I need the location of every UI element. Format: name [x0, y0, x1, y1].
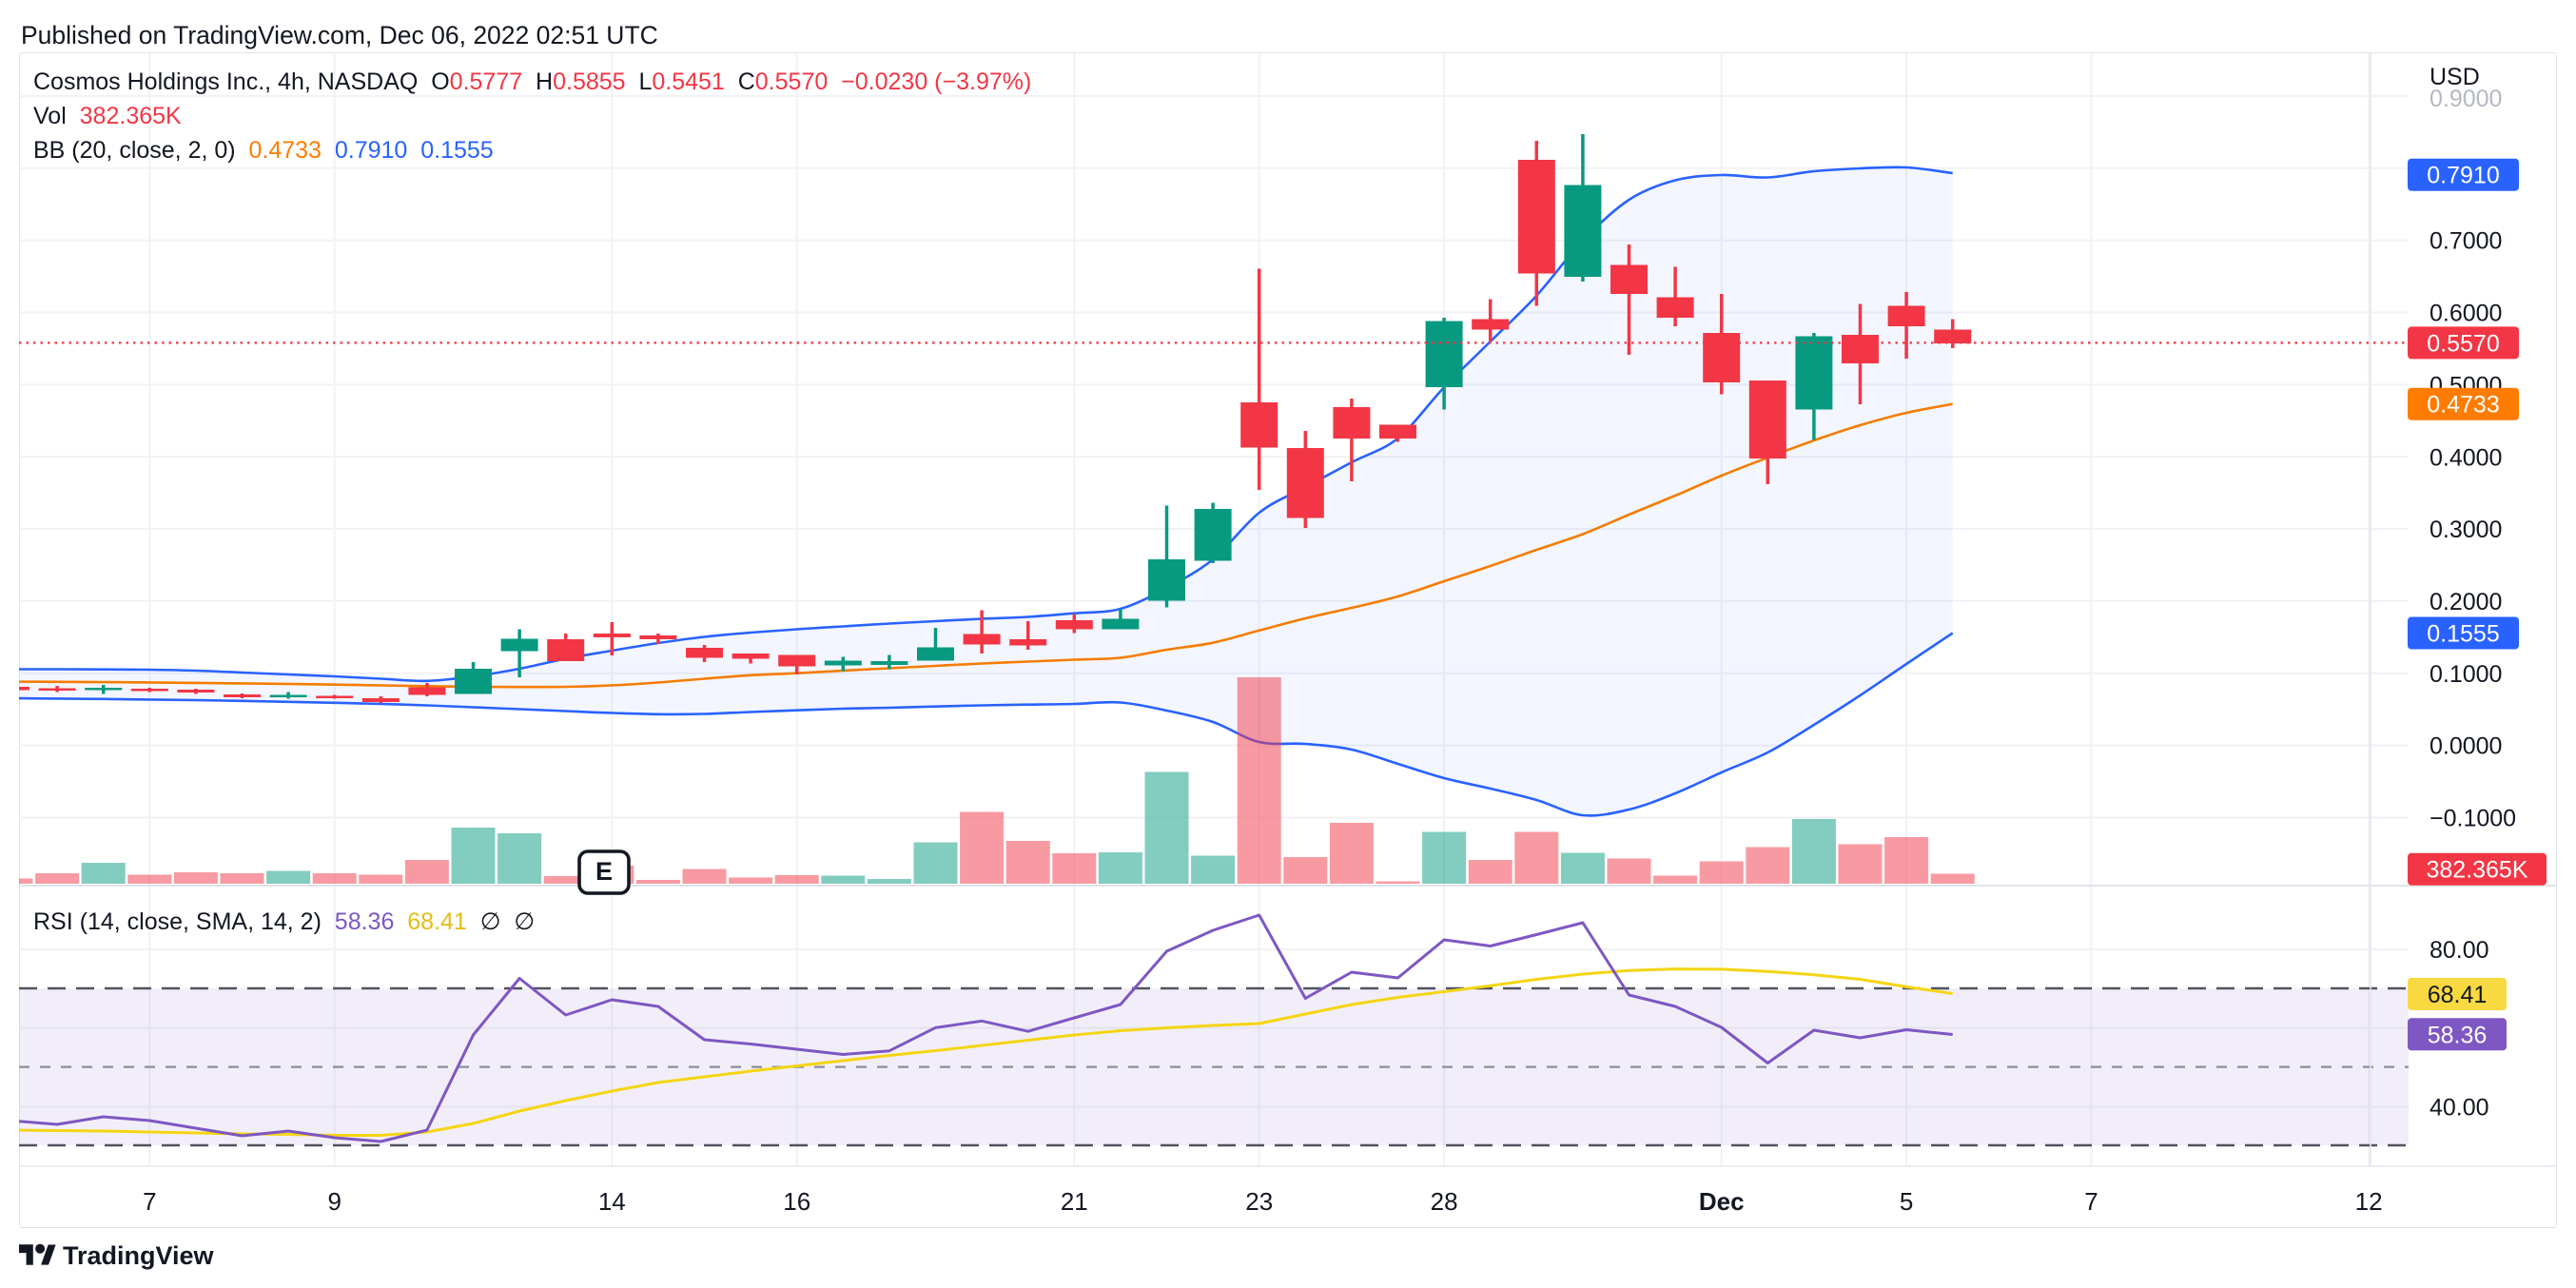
svg-text:9: 9 [327, 1187, 341, 1216]
svg-text:58.36: 58.36 [2428, 1022, 2488, 1048]
svg-text:28: 28 [1431, 1187, 1458, 1216]
svg-text:23: 23 [1245, 1187, 1273, 1216]
svg-text:0.9000: 0.9000 [2430, 86, 2502, 112]
svg-text:382.365K: 382.365K [2426, 857, 2527, 884]
svg-text:USD: USD [2430, 64, 2480, 90]
svg-text:21: 21 [1061, 1187, 1088, 1216]
svg-text:0.7910: 0.7910 [2427, 163, 2499, 189]
svg-text:−0.1000: −0.1000 [2430, 806, 2516, 832]
svg-text:80.00: 80.00 [2430, 937, 2489, 964]
svg-text:0.6000: 0.6000 [2430, 301, 2502, 327]
svg-text:40.00: 40.00 [2430, 1095, 2489, 1122]
svg-text:0.4733: 0.4733 [2427, 392, 2499, 419]
svg-text:E: E [595, 857, 613, 886]
svg-text:0.1555: 0.1555 [2427, 621, 2499, 648]
svg-text:0.3000: 0.3000 [2430, 517, 2502, 543]
svg-text:Dec: Dec [1699, 1187, 1745, 1216]
svg-text:7: 7 [143, 1187, 156, 1216]
svg-text:16: 16 [783, 1187, 810, 1216]
svg-text:0.0000: 0.0000 [2430, 733, 2502, 760]
svg-text:7: 7 [2084, 1187, 2098, 1216]
svg-text:0.4000: 0.4000 [2430, 444, 2502, 471]
svg-text:0.1000: 0.1000 [2430, 661, 2502, 688]
svg-text:14: 14 [598, 1187, 626, 1216]
svg-text:0.7000: 0.7000 [2430, 228, 2502, 255]
svg-text:0.2000: 0.2000 [2430, 589, 2502, 615]
svg-text:12: 12 [2355, 1187, 2383, 1216]
svg-text:5: 5 [1900, 1187, 1913, 1216]
svg-text:68.41: 68.41 [2428, 982, 2488, 1008]
svg-text:0.5570: 0.5570 [2427, 330, 2499, 357]
